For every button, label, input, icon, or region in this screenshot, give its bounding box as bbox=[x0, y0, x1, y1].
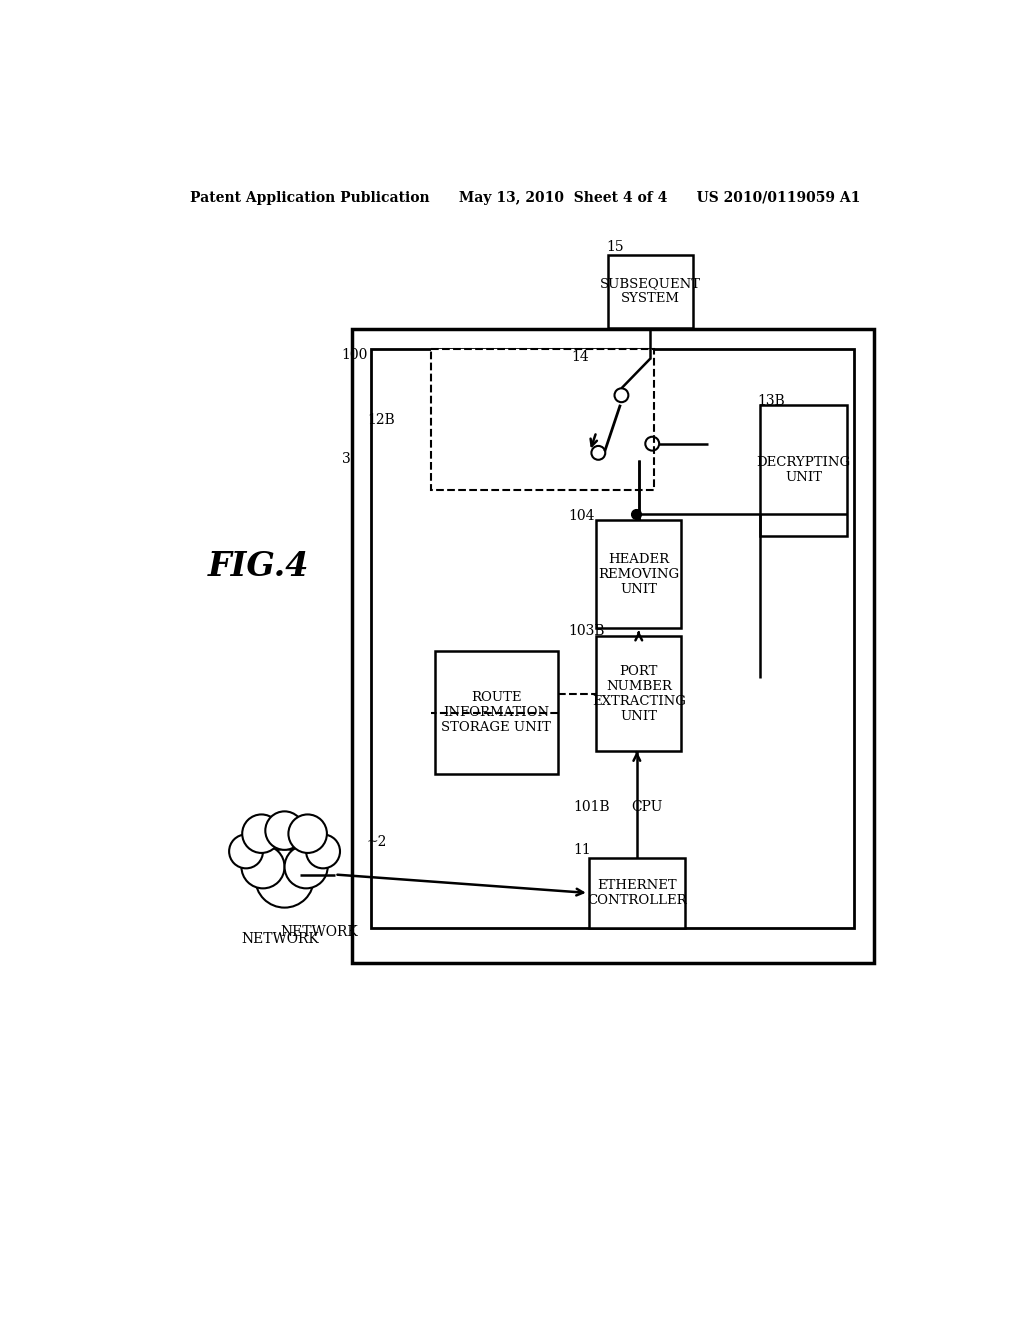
Bar bbox=[352, 330, 873, 964]
Text: SUBSEQUENT
SYSTEM: SUBSEQUENT SYSTEM bbox=[600, 277, 700, 305]
Text: 14: 14 bbox=[571, 350, 589, 364]
Bar bbox=[608, 255, 692, 327]
Circle shape bbox=[265, 812, 304, 850]
Circle shape bbox=[243, 814, 281, 853]
Text: ETHERNET
CONTROLLER: ETHERNET CONTROLLER bbox=[587, 879, 687, 907]
Bar bbox=[761, 405, 847, 536]
Circle shape bbox=[229, 834, 263, 869]
Text: ~2: ~2 bbox=[367, 836, 386, 849]
Circle shape bbox=[289, 814, 327, 853]
Circle shape bbox=[306, 834, 340, 869]
Text: CPU: CPU bbox=[631, 800, 663, 813]
Text: 100: 100 bbox=[342, 347, 368, 362]
Text: HEADER
REMOVING
UNIT: HEADER REMOVING UNIT bbox=[598, 553, 679, 595]
Text: ROUTE
INFORMATION
STORAGE UNIT: ROUTE INFORMATION STORAGE UNIT bbox=[441, 692, 551, 734]
Circle shape bbox=[255, 849, 313, 908]
Ellipse shape bbox=[234, 825, 335, 886]
Text: 104: 104 bbox=[568, 510, 594, 524]
Bar bbox=[596, 520, 681, 628]
Text: 15: 15 bbox=[606, 240, 624, 253]
Circle shape bbox=[285, 845, 328, 888]
Text: 103B: 103B bbox=[568, 624, 604, 638]
Text: NETWORK: NETWORK bbox=[242, 932, 319, 946]
Bar bbox=[596, 636, 681, 751]
Circle shape bbox=[242, 845, 285, 888]
Text: 101B: 101B bbox=[573, 800, 610, 813]
Text: FIG.4: FIG.4 bbox=[208, 550, 309, 583]
Text: NETWORK: NETWORK bbox=[281, 925, 358, 940]
Text: PORT
NUMBER
EXTRACTING
UNIT: PORT NUMBER EXTRACTING UNIT bbox=[592, 664, 686, 722]
Bar bbox=[431, 350, 654, 490]
Text: 3: 3 bbox=[342, 451, 350, 466]
Bar bbox=[435, 651, 558, 775]
Bar bbox=[371, 350, 854, 928]
Text: 11: 11 bbox=[573, 843, 591, 857]
Text: 13B: 13B bbox=[758, 393, 785, 408]
Text: 12B: 12B bbox=[368, 413, 395, 428]
Text: DECRYPTING
UNIT: DECRYPTING UNIT bbox=[757, 457, 851, 484]
Text: Patent Application Publication      May 13, 2010  Sheet 4 of 4      US 2010/0119: Patent Application Publication May 13, 2… bbox=[189, 191, 860, 206]
Bar bbox=[589, 858, 685, 928]
